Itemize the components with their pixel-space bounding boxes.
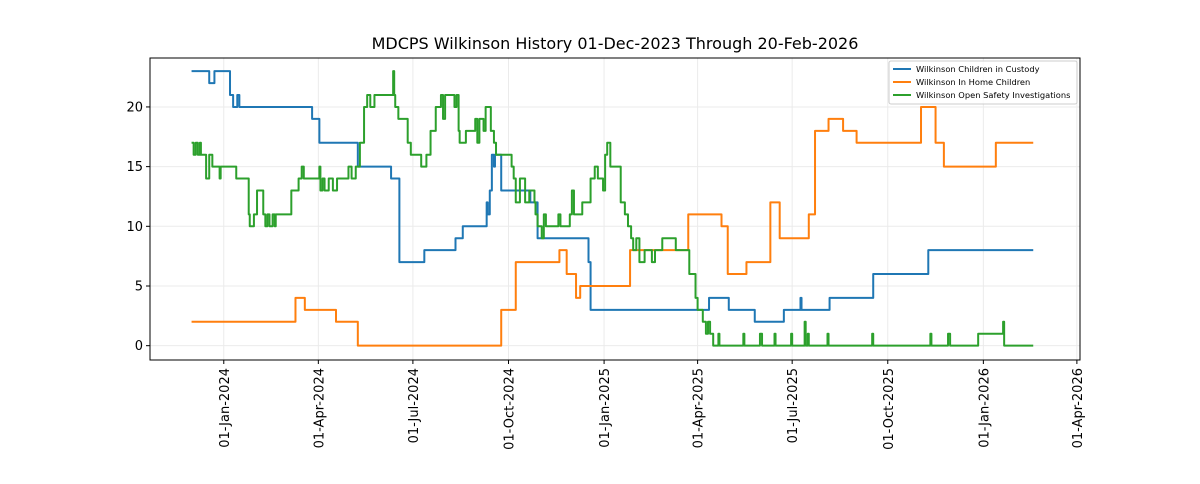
y-tick-label: 10 xyxy=(126,220,143,235)
legend-label: Wilkinson Open Safety Investigations xyxy=(916,90,1070,100)
x-tick-label: 01-Oct-2024 xyxy=(502,368,517,450)
chart-title: MDCPS Wilkinson History 01-Dec-2023 Thro… xyxy=(372,34,859,53)
x-tick-label: 01-Jan-2024 xyxy=(218,368,233,448)
x-tick-label: 01-Apr-2024 xyxy=(312,368,327,448)
series-lines xyxy=(191,70,1034,347)
x-tick-label: 01-Jul-2024 xyxy=(407,368,422,443)
legend-label: Wilkinson Children in Custody xyxy=(916,64,1040,74)
y-tick-label: 5 xyxy=(135,279,143,294)
y-tick-label: 20 xyxy=(126,100,143,115)
y-tick-label: 0 xyxy=(135,339,143,354)
legend-label: Wilkinson In Home Children xyxy=(916,77,1030,87)
x-tick-label: 01-Apr-2026 xyxy=(1071,368,1086,448)
plot-frame xyxy=(149,57,1081,361)
legend: Wilkinson Children in Custody Wilkinson I… xyxy=(888,60,1078,105)
series-line-1 xyxy=(191,70,1034,323)
grid xyxy=(150,58,1080,360)
x-axis: 01-Jan-2024 01-Apr-2024 01-Jul-2024 01-Oct-… xyxy=(218,360,1086,450)
series-line-2 xyxy=(191,105,1034,347)
x-tick-label: 01-Jan-2025 xyxy=(598,368,613,448)
legend-box xyxy=(888,60,1078,105)
y-tick-label: 15 xyxy=(126,160,143,175)
x-tick-label: 01-Jul-2025 xyxy=(786,368,801,443)
y-axis: 0 5 10 15 20 xyxy=(126,100,150,354)
x-tick-label: 01-Oct-2025 xyxy=(882,368,897,450)
x-tick-label: 01-Jan-2026 xyxy=(977,368,992,448)
series-line-3 xyxy=(191,70,1034,347)
x-tick-label: 01-Apr-2025 xyxy=(692,368,707,448)
